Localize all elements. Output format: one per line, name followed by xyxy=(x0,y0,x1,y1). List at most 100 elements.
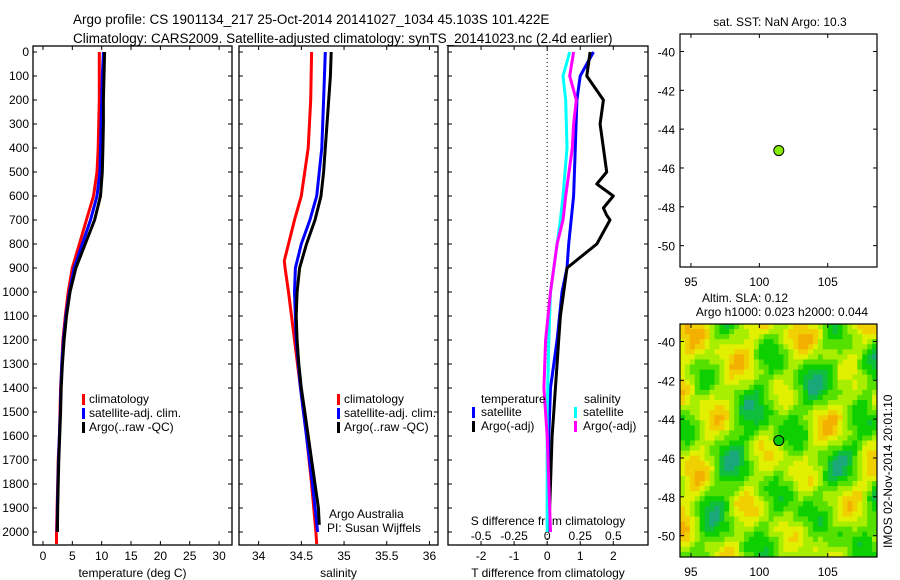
heatmap-cell xyxy=(724,420,730,426)
heatmap-cell xyxy=(704,455,711,462)
heatmap-cell xyxy=(867,384,873,391)
heatmap-cell xyxy=(709,339,715,345)
heatmap-cell xyxy=(788,536,794,543)
heatmap-cell xyxy=(832,541,839,548)
heatmap-cell xyxy=(837,374,844,381)
heatmap-cell xyxy=(719,516,725,523)
heatmap-cell xyxy=(803,440,809,447)
heatmap-cell xyxy=(842,465,848,472)
heatmap-cell xyxy=(778,506,784,512)
heatmap-cell xyxy=(684,435,691,441)
heatmap-cell xyxy=(714,324,720,330)
heatmap-cell xyxy=(768,334,775,340)
heatmap-cell xyxy=(739,450,745,457)
y-tick-label: 100 xyxy=(9,69,29,83)
heatmap-cell xyxy=(852,496,858,502)
heatmap-cell xyxy=(803,374,809,381)
heatmap-cell xyxy=(714,440,720,447)
heatmap-cell xyxy=(837,551,844,558)
heatmap-cell xyxy=(739,415,745,421)
heatmap-cell xyxy=(788,364,794,371)
heatmap-cell xyxy=(763,450,770,457)
heatmap-cell xyxy=(832,339,839,345)
heatmap-cell xyxy=(783,430,789,436)
heatmap-cell xyxy=(773,526,779,533)
heatmap-cell xyxy=(872,399,878,406)
heatmap-cell xyxy=(744,546,750,553)
heatmap-cell xyxy=(817,334,824,340)
heatmap-cell xyxy=(778,354,784,360)
heatmap-cell xyxy=(822,541,829,548)
heatmap-cell xyxy=(872,405,878,411)
heatmap-cell xyxy=(729,339,735,345)
heatmap-cell xyxy=(793,516,799,523)
heatmap-cell xyxy=(704,384,711,391)
heatmap-cell xyxy=(739,349,745,355)
heatmap-cell xyxy=(872,420,878,426)
heatmap-cell xyxy=(862,389,868,396)
heatmap-cell xyxy=(704,511,711,517)
heatmap-cell xyxy=(817,445,824,452)
heatmap-cell xyxy=(724,536,730,543)
legend-label: satellite xyxy=(481,405,522,419)
heatmap-cell xyxy=(704,369,711,376)
heatmap-cell xyxy=(842,526,848,533)
heatmap-cell xyxy=(704,496,711,502)
legend-swatch xyxy=(82,422,85,433)
heatmap-cell xyxy=(724,349,730,355)
heatmap-cell xyxy=(734,324,740,330)
heatmap-cell xyxy=(812,496,819,502)
heatmap-cell xyxy=(689,445,696,452)
heatmap-cell xyxy=(699,450,706,457)
heatmap-cell xyxy=(817,470,824,477)
heatmap-cell xyxy=(857,364,863,371)
x-tick-label: 20 xyxy=(154,549,168,563)
heatmap-cell xyxy=(753,470,760,477)
heatmap-cell xyxy=(680,536,686,543)
heatmap-cell xyxy=(724,516,730,523)
heatmap-cell xyxy=(862,374,868,381)
heatmap-cell xyxy=(798,440,804,447)
heatmap-cell xyxy=(739,394,745,401)
heatmap-cell xyxy=(827,410,834,416)
heatmap-cell xyxy=(842,324,848,330)
heatmap-cell xyxy=(788,470,794,477)
heatmap-cell xyxy=(744,551,750,558)
heatmap-cell xyxy=(753,405,760,411)
heatmap-cell xyxy=(788,425,794,431)
heatmap-cell xyxy=(822,551,829,558)
heatmap-cell xyxy=(812,521,819,528)
heatmap-cell xyxy=(862,455,868,462)
heatmap-cell xyxy=(714,399,720,406)
heatmap-cell xyxy=(744,374,750,381)
heatmap-cell xyxy=(832,389,839,396)
heatmap-cell xyxy=(872,324,878,330)
heatmap-cell xyxy=(808,389,814,396)
heatmap-cell xyxy=(680,486,686,492)
heatmap-cell xyxy=(812,415,819,421)
heatmap-cell xyxy=(837,506,844,512)
heatmap-cell xyxy=(822,394,829,401)
heatmap-cell xyxy=(827,369,834,376)
heatmap-cell xyxy=(699,379,706,386)
heatmap-cell xyxy=(867,460,873,467)
heatmap-cell xyxy=(808,506,814,512)
heatmap-cell xyxy=(773,496,779,502)
heatmap-cell xyxy=(827,496,834,502)
y-tick-label: 1300 xyxy=(2,357,29,371)
heatmap-cell xyxy=(822,349,829,355)
heatmap-cell xyxy=(832,526,839,533)
heatmap-cell xyxy=(862,465,868,472)
heatmap-cell xyxy=(768,546,775,553)
heatmap-cell xyxy=(778,526,784,533)
heatmap-cell xyxy=(758,531,765,538)
heatmap-cell xyxy=(689,526,696,533)
heatmap-cell xyxy=(812,551,819,558)
y-tick-label: 300 xyxy=(9,117,29,131)
heatmap-cell xyxy=(808,496,814,502)
heatmap-cell xyxy=(704,425,711,431)
heatmap-cell xyxy=(812,394,819,401)
heatmap-cell xyxy=(763,329,770,335)
heatmap-cell xyxy=(684,526,691,533)
